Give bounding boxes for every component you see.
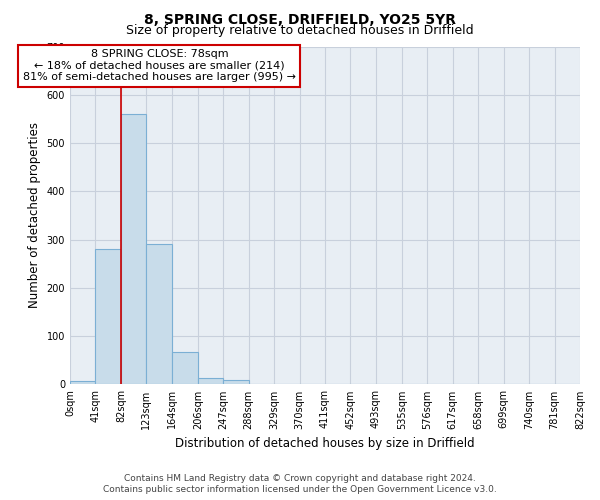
Bar	[121, 114, 146, 384]
Text: Size of property relative to detached houses in Driffield: Size of property relative to detached ho…	[126, 24, 474, 37]
Y-axis label: Number of detached properties: Number of detached properties	[28, 122, 41, 308]
Bar	[146, 244, 172, 384]
Text: Contains HM Land Registry data © Crown copyright and database right 2024.
Contai: Contains HM Land Registry data © Crown c…	[103, 474, 497, 494]
Bar	[223, 380, 249, 384]
Bar	[172, 352, 198, 384]
Bar	[95, 249, 121, 384]
Bar	[198, 378, 223, 384]
Text: 8, SPRING CLOSE, DRIFFIELD, YO25 5YR: 8, SPRING CLOSE, DRIFFIELD, YO25 5YR	[144, 12, 456, 26]
X-axis label: Distribution of detached houses by size in Driffield: Distribution of detached houses by size …	[175, 437, 475, 450]
Bar	[70, 381, 95, 384]
Text: 8 SPRING CLOSE: 78sqm
← 18% of detached houses are smaller (214)
81% of semi-det: 8 SPRING CLOSE: 78sqm ← 18% of detached …	[23, 49, 296, 82]
